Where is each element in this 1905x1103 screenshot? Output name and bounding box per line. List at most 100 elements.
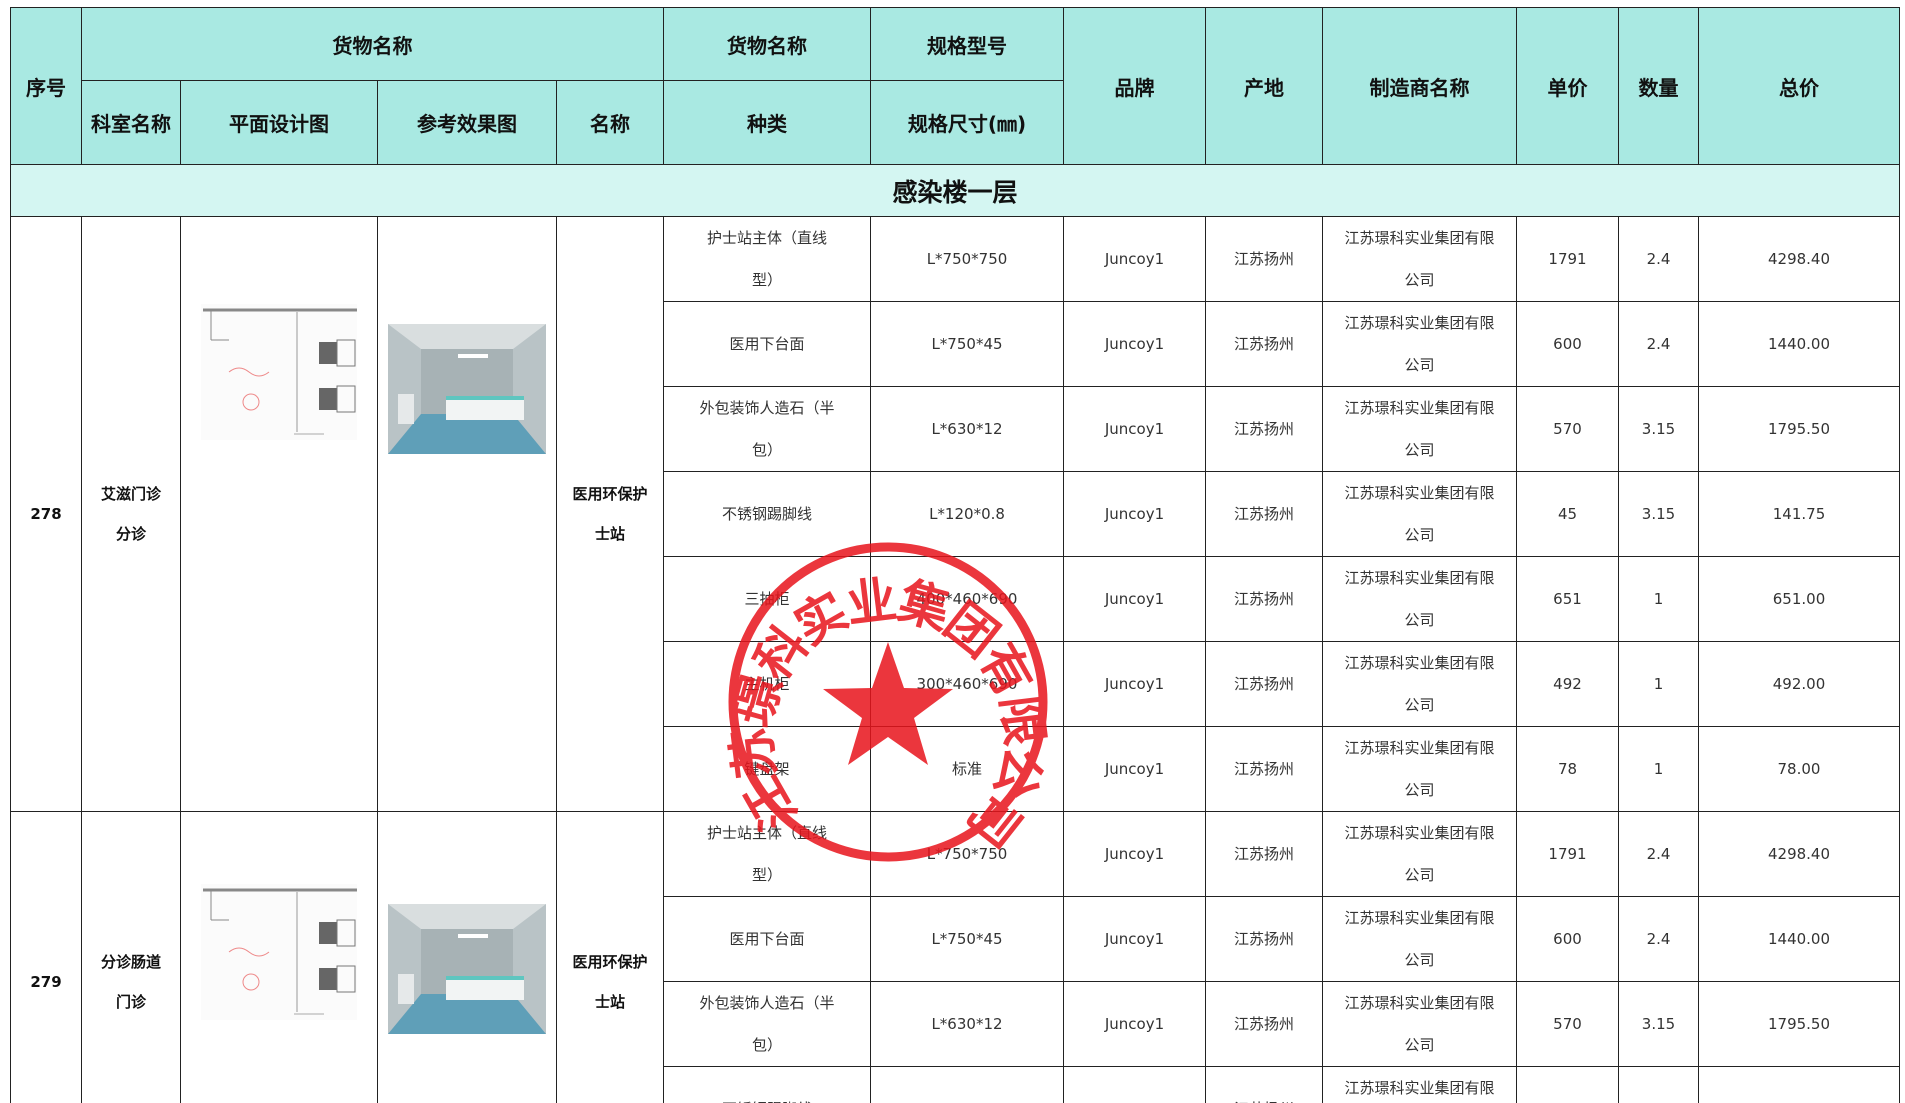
cell: 江苏璟科实业集团有限公司: [1322, 811, 1517, 897]
cell: 141.75: [1698, 471, 1900, 557]
cell: 江苏扬州: [1205, 811, 1323, 897]
cell: 标准: [870, 726, 1064, 812]
cell: 医用下台面: [663, 896, 871, 982]
cell: 江苏璟科实业集团有限公司: [1322, 981, 1517, 1067]
cell: 制造商名称: [1322, 7, 1517, 165]
cell: 外包装饰人造石（半包）: [663, 981, 871, 1067]
cell: 492: [1516, 641, 1619, 727]
cell: 1795.50: [1698, 386, 1900, 472]
render-image: [388, 904, 546, 1034]
cell: 产地: [1205, 7, 1323, 165]
cell: 医用环保护士站: [556, 811, 664, 1103]
cell: L*120*0.8: [870, 1066, 1064, 1103]
row: 序号 货物名称 货物名称 规格型号 品牌 产地 制造商名称 单价 数量 总价: [10, 7, 1900, 165]
cell: 江苏扬州: [1205, 216, 1323, 302]
cell: L*750*750: [870, 811, 1064, 897]
cell: 参考效果图: [377, 80, 557, 165]
cell: 1: [1618, 726, 1699, 812]
cell: 2.4: [1618, 896, 1699, 982]
cell: [377, 216, 557, 812]
plan-image: [201, 884, 357, 1020]
cell: Juncoy1: [1063, 641, 1206, 727]
row: 278 艾滋门诊分诊 医用环保护士站 护士站主体（直线型） L*750*750 Junco…: [10, 216, 1900, 812]
cell: 4298.40: [1698, 811, 1900, 897]
cell: 货物名称: [663, 7, 871, 81]
cell: 3.15: [1618, 386, 1699, 472]
cell: 600: [1516, 896, 1619, 982]
cell: 护士站主体（直线型）: [663, 811, 871, 897]
cell: 1440.00: [1698, 896, 1900, 982]
cell: 键盘架: [663, 726, 871, 812]
cell: 分诊肠道门诊: [81, 811, 181, 1103]
cell: 651: [1516, 556, 1619, 642]
cell: Juncoy1: [1063, 471, 1206, 557]
plan-image: [201, 304, 357, 440]
cell: Juncoy1: [1063, 1066, 1206, 1103]
cell: 3.15: [1618, 1066, 1699, 1103]
cell: L*750*45: [870, 896, 1064, 982]
cell: 数量: [1618, 7, 1699, 165]
row: 医用下台面 L*750*45 Juncoy1 江苏扬州 江苏璟科实业集团有限公司 600 2…: [11, 301, 1900, 387]
cell: 570: [1516, 981, 1619, 1067]
cell: 300*460*690: [870, 641, 1064, 727]
cell: 江苏扬州: [1205, 386, 1323, 472]
cell: 江苏璟科实业集团有限公司: [1322, 386, 1517, 472]
cell: 江苏扬州: [1205, 896, 1323, 982]
cell: 江苏扬州: [1205, 471, 1323, 557]
cell: 艾滋门诊分诊: [81, 216, 181, 812]
cell: 货物名称: [81, 7, 664, 81]
cell: 感染楼一层: [10, 164, 1900, 217]
cell: L*750*750: [870, 216, 1064, 302]
cell: 45: [1516, 471, 1619, 557]
cell: 科室名称: [81, 80, 181, 165]
render-image: [388, 324, 546, 454]
cell: Juncoy1: [1063, 556, 1206, 642]
row: 外包装饰人造石（半包） L*630*12 Juncoy1 江苏扬州 江苏璟科实业集团有限…: [11, 981, 1900, 1067]
cell: 规格尺寸(㎜): [870, 80, 1064, 165]
cell: [180, 811, 378, 1103]
cell: 主机柜: [663, 641, 871, 727]
cell: 江苏扬州: [1205, 1066, 1323, 1103]
cell: 江苏扬州: [1205, 301, 1323, 387]
cell: 江苏璟科实业集团有限公司: [1322, 471, 1517, 557]
cell: 651.00: [1698, 556, 1900, 642]
cell: Juncoy1: [1063, 811, 1206, 897]
cell: 4298.40: [1698, 216, 1900, 302]
cell: Juncoy1: [1063, 896, 1206, 982]
cell: 2.4: [1618, 216, 1699, 302]
row: 279 分诊肠道门诊 医用环保护士站 护士站主体（直线型） L*750*750 Junco…: [10, 811, 1900, 1103]
cell: 1791: [1516, 216, 1619, 302]
cell: 78.00: [1698, 726, 1900, 812]
cell: 总价: [1698, 7, 1900, 165]
cell: 品牌: [1063, 7, 1206, 165]
cell: 400*460*690: [870, 556, 1064, 642]
cell: 江苏扬州: [1205, 556, 1323, 642]
cell: 江苏扬州: [1205, 641, 1323, 727]
cell: Juncoy1: [1063, 301, 1206, 387]
cell: 种类: [663, 80, 871, 165]
goods-table: 序号 货物名称 货物名称 规格型号 品牌 产地 制造商名称 单价 数量 总价 科室名称 平面设计图 参考…: [10, 7, 1900, 1103]
cell: 1440.00: [1698, 301, 1900, 387]
row: 感染楼一层: [10, 164, 1900, 217]
cell: Juncoy1: [1063, 726, 1206, 812]
cell: 三抽柜: [663, 556, 871, 642]
cell: 江苏璟科实业集团有限公司: [1322, 556, 1517, 642]
cell: 141.75: [1698, 1066, 1900, 1103]
cell: 3.15: [1618, 471, 1699, 557]
cell: [377, 811, 557, 1103]
cell: 规格型号: [870, 7, 1064, 81]
cell: Juncoy1: [1063, 216, 1206, 302]
cell: 600: [1516, 301, 1619, 387]
cell: 江苏璟科实业集团有限公司: [1322, 301, 1517, 387]
cell: 江苏扬州: [1205, 726, 1323, 812]
cell: Juncoy1: [1063, 386, 1206, 472]
cell: 江苏璟科实业集团有限公司: [1322, 216, 1517, 302]
cell: 45: [1516, 1066, 1619, 1103]
cell: L*630*12: [870, 981, 1064, 1067]
cell: 1791: [1516, 811, 1619, 897]
row: 不锈钢踢脚线L*120*0.8Juncoy1江苏扬州江苏璟科实业集团有限公司45…: [11, 1066, 1900, 1103]
cell: L*120*0.8: [870, 471, 1064, 557]
cell: 名称: [556, 80, 664, 165]
row: 科室名称 平面设计图 参考效果图 名称 种类 规格尺寸(㎜): [11, 80, 1900, 165]
